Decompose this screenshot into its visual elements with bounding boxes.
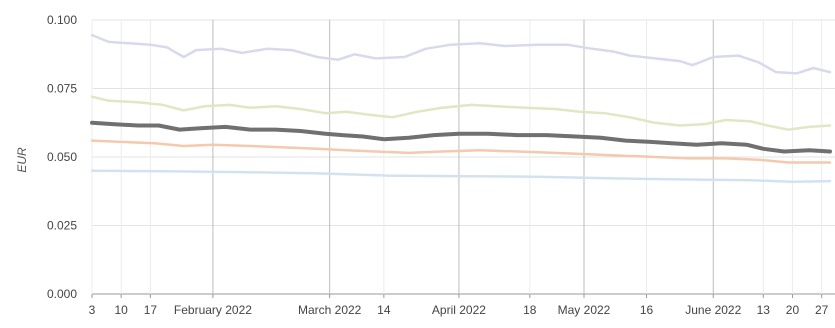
x-tick-label: March 2022 xyxy=(298,303,362,317)
x-tick-label: June 2022 xyxy=(685,303,741,317)
series-group xyxy=(92,35,830,182)
y-tick-label: 0.025 xyxy=(47,219,77,233)
y-tick-label: 0.100 xyxy=(47,13,77,27)
series-line xyxy=(92,171,830,182)
x-tick-label: 17 xyxy=(144,303,158,317)
y-tick-label: 0.050 xyxy=(47,150,77,164)
x-tick-label: 27 xyxy=(815,303,829,317)
y-tick-label: 0.000 xyxy=(47,287,77,301)
series-line xyxy=(92,35,830,73)
x-tick-label: 18 xyxy=(523,303,537,317)
y-tick-label: 0.075 xyxy=(47,82,77,96)
x-tick-label: 14 xyxy=(377,303,391,317)
x-tick-label: 13 xyxy=(757,303,771,317)
x-tick-label: April 2022 xyxy=(432,303,486,317)
y-axis-title: EUR xyxy=(15,147,29,173)
x-tick-label: 16 xyxy=(640,303,654,317)
x-tick-label: 3 xyxy=(89,303,96,317)
x-tick-label: 10 xyxy=(115,303,129,317)
x-tick-label: 20 xyxy=(786,303,800,317)
x-tick-label: February 2022 xyxy=(174,303,252,317)
x-tick-label: May 2022 xyxy=(558,303,611,317)
series-line xyxy=(92,97,830,130)
series-line xyxy=(92,123,830,152)
